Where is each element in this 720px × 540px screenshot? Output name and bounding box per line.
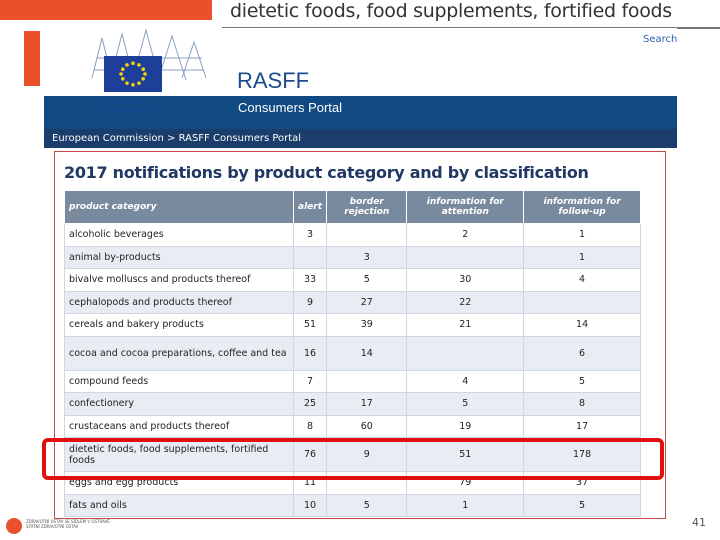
page-number: 41: [692, 516, 706, 529]
cell-count: 22: [406, 290, 525, 314]
portal-subtitle: Consumers Portal: [238, 100, 343, 115]
table-row: crustaceans and products thereof 8 60 19 17: [64, 414, 641, 438]
table-row: bivalve molluscs and products thereof 33 5…: [64, 268, 641, 292]
header-info-attention: information for attention: [406, 190, 525, 224]
slide-title: dietetic foods, food supplements, fortif…: [230, 0, 672, 22]
cell-count: 4: [523, 268, 641, 292]
header-border-rejection: border rejection: [326, 190, 408, 224]
cell-count: 16: [292, 335, 328, 371]
table-row: cocoa and cocoa preparations, coffee and…: [64, 335, 641, 371]
cell-product-category: cereals and bakery products: [64, 313, 294, 337]
cell-count: 1: [406, 493, 525, 517]
table-title: 2017 notifications by product category a…: [64, 163, 589, 182]
table-row: confectionery 25 17 5 8: [64, 392, 641, 416]
cell-count: 9: [292, 290, 328, 314]
cell-count: 21: [406, 313, 525, 337]
cell-count: 30: [406, 268, 525, 292]
table-row: alcoholic beverages 3 2 1: [64, 223, 641, 247]
ec-wordmark-line2: Commission: [104, 106, 153, 115]
cell-count: 17: [523, 414, 641, 438]
cell-count: 3: [292, 223, 328, 247]
cell-count: 25: [292, 392, 328, 416]
cell-count: 8: [292, 414, 328, 438]
cell-product-category: confectionery: [64, 392, 294, 416]
cell-count: 33: [292, 268, 328, 292]
table-row: fats and oils 10 5 1 5: [64, 493, 641, 517]
cell-product-category: crustaceans and products thereof: [64, 414, 294, 438]
breadcrumb[interactable]: European Commission > RASFF Consumers Po…: [44, 129, 677, 148]
cell-count: 76: [292, 437, 328, 472]
cell-count: [326, 369, 408, 393]
notifications-table: product category alert border rejection …: [64, 190, 641, 517]
ec-wordmark-line1: European: [104, 97, 143, 106]
ec-wordmark: European Commission: [104, 97, 153, 115]
cell-count: 27: [326, 290, 408, 314]
cell-count: 5: [523, 369, 641, 393]
table-row: cereals and bakery products 51 39 21 14: [64, 313, 641, 337]
top-accent-bar: [0, 0, 212, 20]
cell-count: [406, 335, 525, 371]
cell-count: 3: [326, 245, 408, 269]
cell-product-category: compound feeds: [64, 369, 294, 393]
cell-count: [523, 290, 641, 314]
cell-count: 14: [523, 313, 641, 337]
table-header-row: product category alert border rejection …: [64, 190, 641, 224]
table-row: animal by-products 3 1: [64, 245, 641, 269]
footer-institute-text: ZDRAVOTNÍ ÚSTAV SE SÍDLEM V OSTRAVĚ · ST…: [26, 519, 113, 529]
cell-count: 39: [326, 313, 408, 337]
cell-product-category: cocoa and cocoa preparations, coffee and…: [64, 335, 294, 371]
portal-header-bar: [44, 96, 677, 129]
cell-count: 17: [326, 392, 408, 416]
cell-count: 178: [523, 437, 641, 472]
cell-count: 6: [523, 335, 641, 371]
cell-product-category: fats and oils: [64, 493, 294, 517]
cell-count: 1: [523, 223, 641, 247]
cell-product-category: alcoholic beverages: [64, 223, 294, 247]
left-accent-bar: [24, 31, 40, 86]
cell-count: 14: [326, 335, 408, 371]
cell-product-category: bivalve molluscs and products thereof: [64, 268, 294, 292]
header-alert: alert: [292, 190, 328, 224]
highlight-box: [42, 438, 664, 480]
cell-count: [406, 245, 525, 269]
cell-product-category: cephalopods and products thereof: [64, 290, 294, 314]
eu-flag-icon: [104, 56, 162, 92]
cell-count: 1: [523, 245, 641, 269]
cell-count: 10: [292, 493, 328, 517]
cell-count: 19: [406, 414, 525, 438]
cell-count: 5: [326, 493, 408, 517]
cell-count: 8: [523, 392, 641, 416]
search-link[interactable]: Search: [643, 34, 678, 45]
header-product-category: product category: [64, 190, 294, 224]
cell-count: 2: [406, 223, 525, 247]
cell-count: 5: [523, 493, 641, 517]
cell-count: 5: [406, 392, 525, 416]
cell-count: [326, 223, 408, 247]
cell-count: 9: [326, 437, 408, 472]
cell-count: 7: [292, 369, 328, 393]
cell-count: 51: [292, 313, 328, 337]
table-row: cephalopods and products thereof 9 27 22: [64, 290, 641, 314]
cell-count: 5: [326, 268, 408, 292]
cell-count: 51: [406, 437, 525, 472]
cell-count: 60: [326, 414, 408, 438]
header-info-follow-up: information for follow-up: [523, 190, 641, 224]
cell-count: 4: [406, 369, 525, 393]
cell-count: [292, 245, 328, 269]
table-row: dietetic foods, food supplements, fortif…: [64, 437, 641, 472]
cell-product-category: animal by-products: [64, 245, 294, 269]
institute-logo-icon: [6, 518, 22, 534]
table-row: compound feeds 7 4 5: [64, 369, 641, 393]
portal-name: RASFF: [237, 68, 310, 93]
